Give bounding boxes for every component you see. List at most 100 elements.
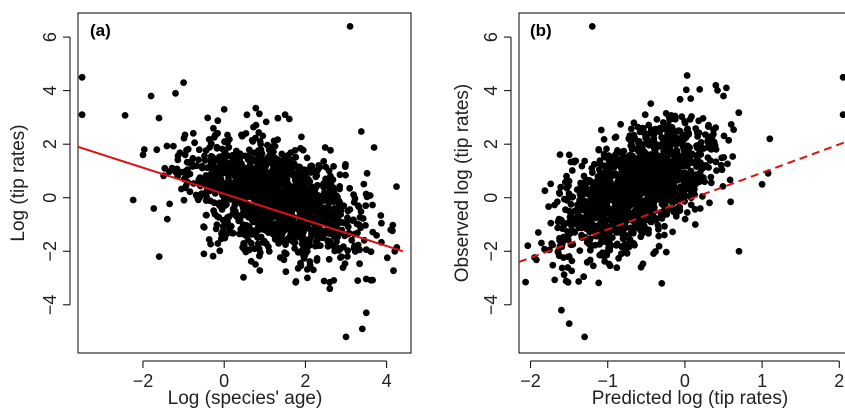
panel-b-data-point (600, 136, 608, 143)
panel-a-data-point (344, 253, 351, 260)
panel-a-data-point (187, 158, 195, 166)
panel-a-data-point (246, 172, 254, 180)
panel-b-data-point (549, 261, 557, 269)
panel-a-data-point (206, 144, 214, 151)
panel-a-data-point (320, 277, 328, 285)
panel-a-data-point (183, 146, 190, 154)
panel-a-data-point (216, 247, 224, 255)
panel-a-data-point (170, 142, 177, 150)
panel-b-data-point (595, 279, 603, 287)
panel-a-data-point (153, 146, 161, 154)
panel-a-data-point (147, 92, 155, 100)
panel-a-data-point (312, 231, 320, 239)
panel-b-data-point (602, 208, 610, 216)
panel-a-y-tick-label: 2 (40, 139, 60, 149)
panel-a-data-point (330, 210, 337, 218)
panel-a-data-point (330, 216, 338, 224)
panel-a-data-point (214, 117, 222, 125)
panel-b-data-point (712, 81, 720, 89)
panel-b-data-point (710, 126, 717, 134)
panel-a-data-point (219, 145, 226, 153)
panel-b-data-point (622, 184, 630, 192)
panel-b-data-point (678, 153, 685, 161)
panel-a-regression-line (77, 145, 404, 253)
panel-b-data-point (589, 262, 597, 270)
panel-a-data-point (285, 115, 293, 123)
panel-a-data-point (282, 250, 290, 258)
panel-a-data-point (155, 114, 163, 122)
panel-b-data-point (580, 206, 588, 214)
panel-b-y-tick-label: 4 (481, 86, 501, 96)
panel-b-data-point (720, 132, 728, 140)
panel-b-data-point (601, 258, 609, 265)
panel-a-data-point (276, 254, 284, 261)
panel-b: −2 −1 0 1 2 −4 −2 0 2 4 6 (b) Predicted log (tip … (452, 12, 845, 409)
panel-a-data-point (330, 277, 338, 284)
panel-a-x-axis: −2 0 2 4 (133, 360, 392, 391)
panel-b-x-axis-title: Predicted log (tip rates) (592, 388, 788, 409)
panel-b-data-point (580, 214, 588, 222)
panel-b-data-point (659, 139, 667, 147)
panel-b-data-point (681, 215, 689, 223)
panel-b-data-point (766, 135, 774, 143)
panel-a-data-point (330, 163, 337, 170)
panel-b-data-point (686, 116, 694, 123)
panel-a-data-point (275, 202, 283, 209)
panel-a-data-point (393, 183, 400, 191)
panel-a-data-point (121, 112, 129, 119)
panel-b-data-point (586, 256, 594, 264)
panel-b-data-point (674, 176, 682, 184)
panel-a-data-point (227, 183, 235, 191)
panel-a-y-tick-label: 4 (40, 86, 60, 96)
panel-b-data-point (667, 112, 675, 119)
panel-a-data-point (297, 259, 304, 267)
panel-b-data-point (596, 205, 604, 213)
panel-a-data-point (281, 226, 288, 234)
panel-a-data-point (307, 226, 314, 234)
panel-a-data-point (307, 214, 315, 222)
panel-b-y-tick-label: 6 (481, 32, 501, 42)
panel-b-data-point (586, 197, 594, 204)
panel-b-data-point (564, 278, 572, 286)
panel-a-data-point (324, 202, 332, 210)
panel-a-data-point (129, 196, 137, 204)
panel-b-data-point (564, 219, 572, 227)
panel-b-y-axis-title: Observed log (tip rates) (452, 84, 473, 283)
panel-b-data-point (717, 161, 725, 169)
panel-a-data-point (289, 199, 297, 206)
panel-b-data-point (616, 207, 624, 215)
panel-b-data-point (565, 190, 573, 198)
panel-a-data-point (282, 268, 290, 276)
panel-b-data-point (650, 250, 657, 257)
panel-a-data-point (346, 23, 354, 30)
panel-a-data-point (238, 230, 246, 238)
panel-a-data-point (283, 199, 291, 207)
panel-b-data-point (633, 145, 641, 153)
panel-a-data-point (200, 177, 208, 185)
panel-a-data-point (212, 225, 220, 233)
panel-b-data-point (612, 170, 619, 178)
panel-a-data-point (224, 131, 231, 139)
panel-a-data-point (255, 147, 262, 154)
panel-b-data-point (595, 166, 603, 173)
panel-a-data-point (251, 245, 259, 253)
panel-b-data-point (623, 249, 631, 257)
panel-b-data-point (672, 212, 680, 220)
panel-b-data-point (573, 186, 581, 194)
panel-b-data-point (617, 120, 624, 128)
panel-a-data-point (218, 206, 226, 213)
panel-b-data-point (642, 132, 650, 140)
panel-a-data-point (303, 247, 311, 255)
panel-b-data-point (665, 165, 673, 173)
panel-b-data-point (692, 173, 699, 181)
panel-a-data-point (241, 152, 249, 160)
panel-b-data-point (659, 119, 667, 126)
panel-b-data-point (712, 158, 720, 166)
panel-b-data-point (637, 186, 645, 194)
panel-a-data-point (367, 248, 375, 256)
panel-a-data-point (325, 255, 333, 263)
panel-a-data-point (378, 219, 385, 227)
panel-a-y-tick-label: 6 (40, 32, 60, 42)
panel-b-data-point (599, 252, 606, 259)
panel-a-data-point (265, 146, 273, 154)
